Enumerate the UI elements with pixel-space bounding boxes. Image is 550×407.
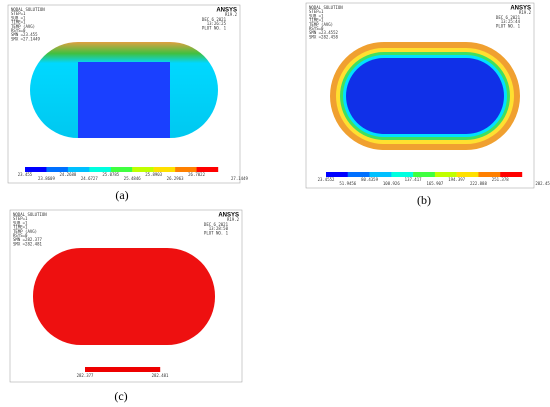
header-line: NODAL SOLUTION [13,212,47,217]
version: R19.2 [519,10,532,15]
legend-label: 282.458 [535,181,550,186]
legend-swatch [67,167,90,172]
header-line: NODAL SOLUTION [11,7,45,12]
logo: ANSYS [510,6,531,12]
legend-label: 24.2688 [59,172,76,177]
legend-label: 23.455 [18,172,33,177]
legend-label: 251.378 [492,177,509,182]
legend-label: 26.2963 [167,176,184,181]
header-line: STEP=1 [13,216,28,221]
legend-swatch [434,172,457,177]
info-line: DEC 6 2021 [496,15,521,20]
legend-label: 23.4552 [318,177,335,182]
header-line: SMN =282.377 [13,237,42,242]
header-line: SMX =27.1449 [11,36,40,41]
header-line: TIME=1 [11,20,26,25]
version: R19.2 [227,217,240,222]
header-line: TEMP (AVG) [13,229,37,234]
header-line: TIME=1 [13,225,28,230]
header-line: SMN =23.455 [11,32,38,37]
legend-label: 23.8609 [38,176,55,181]
legend-swatch [369,172,392,177]
legend-swatch [175,167,197,172]
info-line: PLOT NO. 1 [496,23,521,28]
legend-label: 282.377 [77,373,94,378]
info-line: PLOT NO. 1 [204,230,229,235]
legend-label: 26.7022 [188,172,205,177]
legend-label: 27.1449 [231,176,248,181]
header-line: TEMP (AVG) [11,24,35,29]
legend-label: 24.6727 [81,176,98,181]
legend-swatch [413,172,436,177]
header-line: RSYS=0 [309,26,324,31]
info-line: DEC 6 2021 [202,17,227,22]
legend-label: 165.907 [426,181,443,186]
legend-swatch [478,172,501,177]
caption: (c) [114,389,127,403]
header-line: SUB =1 [13,220,28,225]
legend-swatch [132,167,154,172]
info-line: DEC 6 2021 [204,222,229,227]
header-line: TIME=1 [309,18,324,23]
header-line: SMN =23.4552 [309,30,338,35]
legend-swatch [347,172,370,177]
header-line: SMX =282.481 [13,241,42,246]
legend-swatch [326,172,348,177]
legend-label: 108.926 [383,181,400,186]
legend-label: 137.417 [405,177,422,182]
legend-label: 25.4846 [124,176,141,181]
header-line: SMX =282.458 [309,34,338,39]
legend-label: 25.0785 [102,172,119,177]
vessel-core [78,62,170,138]
legend-swatch [46,167,69,172]
header-line: STEP=1 [309,9,324,14]
legend-label: 194.397 [448,177,465,182]
vessel [33,248,215,345]
legend-label: 80.4359 [361,177,378,182]
legend-swatch [153,167,176,172]
version: R19.2 [225,12,238,17]
legend-swatch [196,167,219,172]
legend-swatch [391,172,414,177]
legend-swatch [85,367,161,372]
info-line: PLOT NO. 1 [202,25,227,30]
vessel-core [346,58,504,134]
caption: (b) [417,193,431,207]
logo: ANSYS [216,8,237,14]
legend-swatch [500,172,523,177]
header-line: NODAL SOLUTION [309,5,343,10]
legend-swatch [25,167,47,172]
caption: (a) [115,188,128,202]
legend-label: 222.888 [470,181,487,186]
logo: ANSYS [218,213,239,219]
info-line: 13:26:25 [207,21,227,26]
header-line: SUB =1 [11,15,26,20]
info-line: 13:28:50 [209,226,229,231]
legend-label: 25.8903 [145,172,162,177]
header-line: SUB =1 [309,13,324,18]
header-line: RSYS=0 [13,233,28,238]
legend-swatch [456,172,479,177]
info-line: 13:25:44 [501,19,521,24]
legend-swatch [110,167,133,172]
legend-label: 282.481 [152,373,169,378]
header-line: RSYS=0 [11,28,26,33]
legend-swatch [89,167,111,172]
legend-label: 51.9456 [339,181,356,186]
header-line: TEMP (AVG) [309,22,333,27]
header-line: STEP=1 [11,11,26,16]
